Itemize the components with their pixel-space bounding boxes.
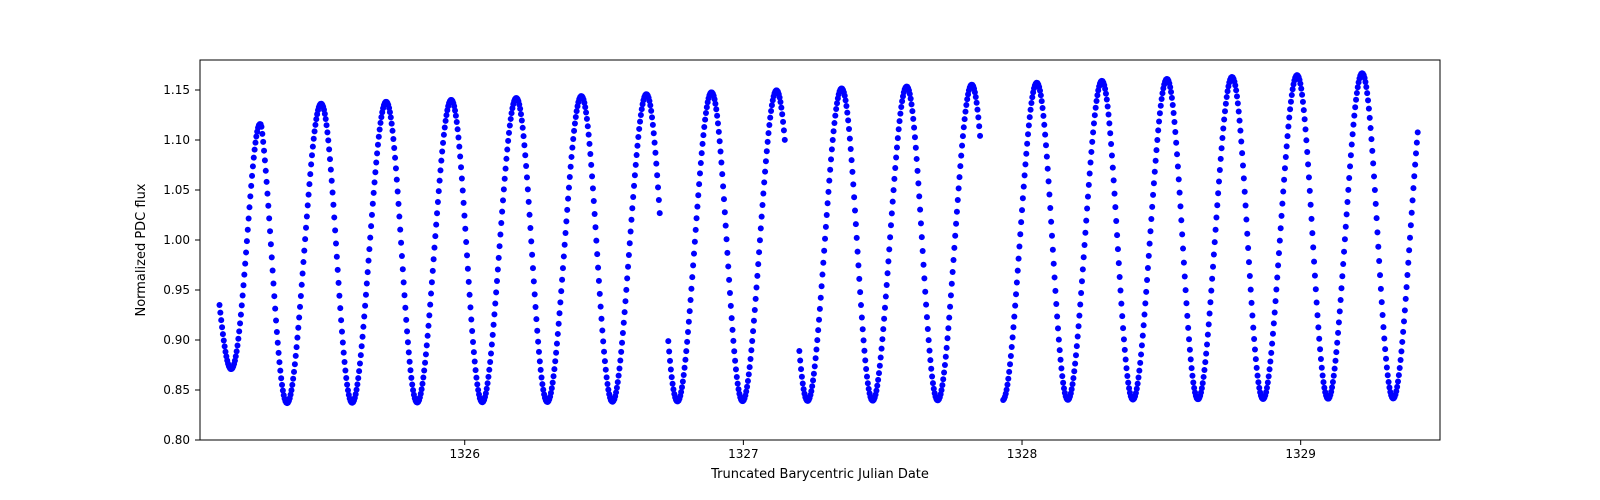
y-tick-label: 0.85 xyxy=(163,383,190,397)
flux-time-series-chart: 1326 1327 1328 1329 0.80 0.85 0.90 0.95 1.00 1.0… xyxy=(0,0,1600,500)
y-tick-label: 1.10 xyxy=(163,133,190,147)
x-axis-ticks: 1326 1327 1328 1329 xyxy=(449,440,1316,461)
x-tick-label: 1328 xyxy=(1007,447,1038,461)
scatter-points xyxy=(217,70,1421,406)
y-tick-label: 1.15 xyxy=(163,83,190,97)
x-tick-label: 1326 xyxy=(449,447,480,461)
x-axis-label: Truncated Barycentric Julian Date xyxy=(710,467,929,482)
y-tick-label: 1.05 xyxy=(163,183,190,197)
y-axis-label: Normalized PDC flux xyxy=(134,183,149,316)
y-tick-label: 1.00 xyxy=(163,233,190,247)
chart-svg: 1326 1327 1328 1329 0.80 0.85 0.90 0.95 1.00 1.0… xyxy=(0,0,1600,500)
y-tick-label: 0.95 xyxy=(163,283,190,297)
y-tick-label: 0.80 xyxy=(163,433,190,447)
plot-frame xyxy=(200,60,1440,440)
x-tick-label: 1327 xyxy=(728,447,759,461)
y-axis-ticks: 0.80 0.85 0.90 0.95 1.00 1.05 1.10 1.15 xyxy=(163,83,200,447)
x-tick-label: 1329 xyxy=(1285,447,1316,461)
y-tick-label: 0.90 xyxy=(163,333,190,347)
